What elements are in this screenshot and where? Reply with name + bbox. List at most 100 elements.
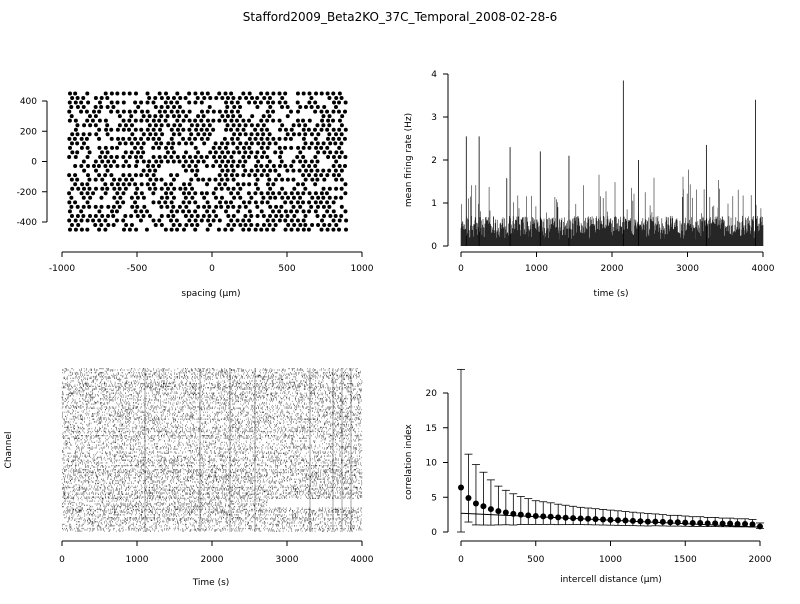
data-point: [105, 168, 110, 173]
data-point: [325, 227, 330, 232]
data-point: [106, 159, 111, 164]
data-point: [279, 204, 284, 209]
data-point: [153, 105, 158, 110]
data-point: [127, 227, 132, 232]
data-point: [235, 118, 240, 123]
data-point: [171, 204, 176, 209]
data-point: [286, 223, 291, 228]
data-point: [154, 177, 159, 182]
data-point: [79, 218, 84, 223]
data-point: [79, 109, 84, 114]
data-point: [129, 177, 134, 182]
data-point: [267, 177, 272, 182]
data-point: [289, 191, 294, 196]
data-point: [68, 91, 73, 96]
data-point: [70, 150, 75, 155]
data-point: [205, 182, 210, 187]
x-tick-label: 0: [209, 264, 215, 274]
data-point: [241, 227, 246, 232]
data-point: [201, 159, 206, 164]
data-point: [322, 177, 327, 182]
data-point: [187, 154, 192, 159]
data-point: [283, 136, 288, 141]
data-point: [340, 114, 345, 119]
data-point: [163, 154, 168, 159]
data-point: [283, 91, 288, 96]
data-point: [314, 145, 319, 150]
data-point: [697, 519, 704, 526]
data-point: [280, 177, 285, 182]
data-point: [199, 136, 204, 141]
data-point: [235, 164, 240, 169]
data-point: [112, 159, 117, 164]
data-point: [289, 145, 294, 150]
data-point: [100, 186, 105, 191]
data-point: [100, 177, 105, 182]
data-point: [213, 177, 218, 182]
data-point: [289, 218, 294, 223]
data-point: [157, 154, 162, 159]
data-point: [232, 105, 237, 110]
data-point: [332, 100, 337, 105]
data-point: [201, 213, 206, 218]
data-point: [259, 118, 264, 123]
data-point: [193, 100, 198, 105]
x-axis-label: time (s): [594, 289, 629, 299]
data-point: [184, 114, 189, 119]
data-point: [271, 227, 276, 232]
data-point: [337, 118, 342, 123]
data-point: [175, 227, 180, 232]
data-point: [749, 521, 756, 528]
data-point: [69, 114, 74, 119]
data-point: [133, 154, 138, 159]
data-point: [285, 114, 290, 119]
data-point: [193, 209, 198, 214]
data-point: [105, 105, 110, 110]
data-point: [231, 123, 236, 128]
data-point: [169, 182, 174, 187]
data-point: [97, 100, 102, 105]
data-point: [193, 154, 198, 159]
data-point: [211, 145, 216, 150]
data-point: [141, 213, 146, 218]
data-point: [171, 213, 176, 218]
data-point: [253, 100, 258, 105]
data-point: [313, 173, 318, 178]
data-point: [117, 204, 122, 209]
data-point: [67, 118, 72, 123]
data-point: [97, 136, 102, 141]
data-point: [333, 195, 338, 200]
x-tick-label: 500: [527, 555, 544, 565]
data-point: [67, 109, 72, 114]
data-point: [193, 173, 198, 178]
data-point: [309, 168, 314, 173]
data-point: [103, 145, 108, 150]
data-point: [309, 105, 314, 110]
data-point: [154, 141, 159, 146]
data-point: [195, 213, 200, 218]
data-point: [104, 127, 109, 132]
data-point: [145, 91, 150, 96]
data-point: [181, 118, 186, 123]
data-point: [495, 508, 502, 515]
data-point: [297, 123, 302, 128]
data-point: [67, 191, 72, 196]
data-point: [67, 136, 72, 141]
data-point: [111, 213, 116, 218]
data-point: [295, 227, 300, 232]
data-point: [189, 141, 194, 146]
data-point: [133, 191, 138, 196]
data-point: [97, 209, 102, 214]
data-point: [165, 159, 170, 164]
data-point: [315, 141, 320, 146]
data-point: [253, 173, 258, 178]
data-point: [129, 114, 134, 119]
data-point: [243, 132, 248, 137]
x-tick-label: 0: [458, 555, 464, 565]
data-point: [309, 141, 314, 146]
data-point: [307, 209, 312, 214]
data-point: [175, 127, 180, 132]
data-point: [301, 136, 306, 141]
data-point: [204, 191, 209, 196]
data-point: [277, 91, 282, 96]
